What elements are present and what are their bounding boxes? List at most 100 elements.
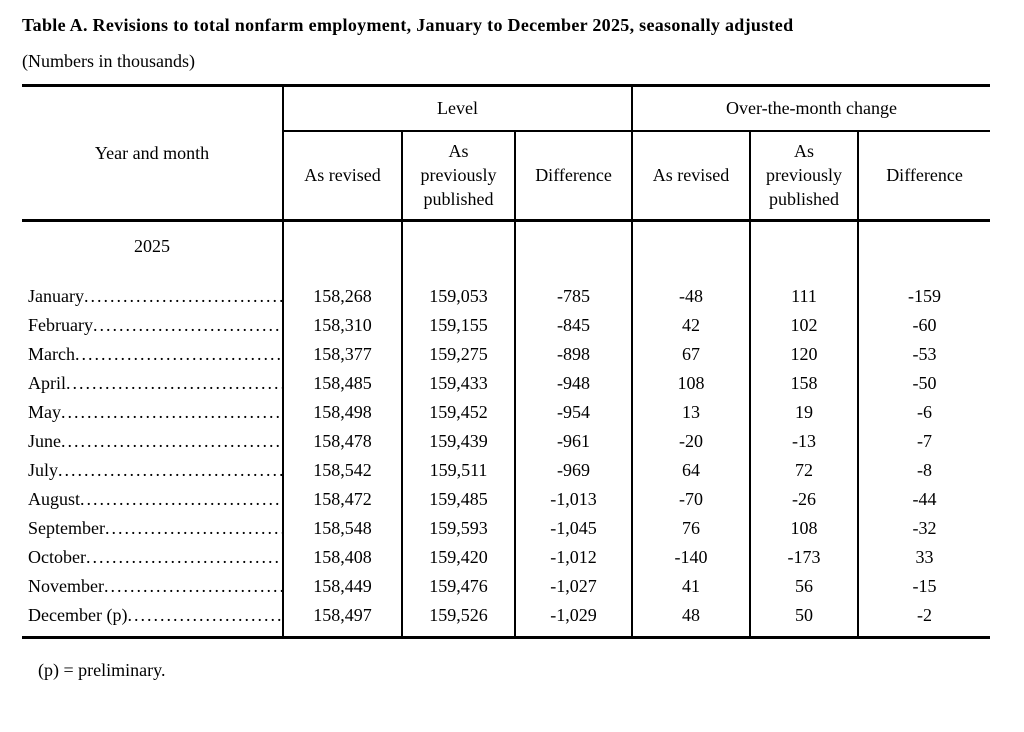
dot-leader: [58, 460, 282, 481]
spacer-row: [22, 629, 990, 638]
cell-otm-as-previously-published: 50: [750, 600, 859, 630]
cell-level-as-revised: 158,497: [283, 600, 403, 630]
dot-leader: [84, 286, 282, 307]
cell-otm-as-revised: 108: [632, 368, 751, 398]
cell-level-as-previously-published: 159,420: [402, 542, 516, 572]
dot-leader: [93, 315, 282, 336]
month-label: February: [28, 314, 93, 335]
cell-otm-difference: -50: [912, 372, 937, 393]
month-label: June: [28, 430, 61, 451]
cell-otm-as-previously-published: 158: [750, 368, 859, 398]
table-row: December (p) 158,497 159,526 -1,029 48 5…: [22, 600, 990, 630]
cell-otm-difference: -53: [912, 343, 937, 364]
header-level-group: Level: [283, 85, 633, 132]
cell-otm-difference: -44: [912, 488, 937, 509]
table-title: Table A. Revisions to total nonfarm empl…: [22, 15, 794, 35]
cell-level-as-previously-published: 159,053: [402, 281, 516, 311]
cell-otm-as-previously-published: -173: [750, 542, 859, 572]
cell-otm-difference: 33: [915, 546, 934, 567]
header-otm-change-group: Over-the-month change: [632, 85, 990, 132]
cell-level-as-previously-published: 159,593: [402, 513, 516, 543]
document-page: Table A. Revisions to total nonfarm empl…: [0, 0, 1024, 681]
table-row: August 158,472 159,485 -1,013 -70 -26 -4…: [22, 484, 990, 514]
cell-level-as-revised: 158,377: [283, 339, 403, 369]
table-units-note: (Numbers in thousands): [22, 51, 195, 71]
cell-level-as-revised: 158,498: [283, 397, 403, 427]
table-row: July 158,542 159,511 -969 64 72 -8: [22, 455, 990, 485]
cell-otm-as-previously-published: -13: [750, 426, 859, 456]
dot-leader: [61, 402, 282, 423]
table-row: June 158,478 159,439 -961 -20 -13 -7: [22, 426, 990, 456]
table-row: November 158,449 159,476 -1,027 41 56 -1…: [22, 571, 990, 601]
cell-level-as-revised: 158,268: [283, 281, 403, 311]
cell-level-as-previously-published: 159,511: [402, 455, 516, 485]
month-label: July: [28, 459, 59, 480]
month-label: April: [28, 372, 66, 393]
dot-leader: [104, 576, 282, 597]
spacer-row: [22, 270, 990, 282]
cell-otm-as-revised: -140: [632, 542, 751, 572]
cell-otm-as-revised: 48: [632, 600, 751, 630]
year-row: 2025: [22, 220, 990, 271]
header-group-row: Year and month Level Over-the-month chan…: [22, 85, 990, 222]
dot-leader: [66, 373, 282, 394]
cell-level-difference: -954: [515, 397, 633, 427]
month-label: September: [28, 517, 105, 538]
table-row: January 158,268 159,053 -785 -48 111 -15…: [22, 281, 990, 311]
cell-level-difference: -1,045: [515, 513, 633, 543]
cell-otm-as-revised: 67: [632, 339, 751, 369]
dot-leader: [127, 605, 282, 626]
cell-level-difference: -1,012: [515, 542, 633, 572]
cell-otm-difference: -8: [917, 459, 932, 480]
cell-otm-as-previously-published: 102: [750, 310, 859, 340]
cell-level-as-previously-published: 159,485: [402, 484, 516, 514]
table-row: March 158,377 159,275 -898 67 120 -53: [22, 339, 990, 369]
cell-otm-as-previously-published: 72: [750, 455, 859, 485]
cell-otm-difference: -60: [912, 314, 937, 335]
cell-otm-as-previously-published: 120: [750, 339, 859, 369]
month-label: November: [28, 575, 104, 596]
cell-level-difference: -1,029: [515, 600, 633, 630]
cell-level-difference: -961: [515, 426, 633, 456]
cell-otm-difference: -15: [912, 575, 937, 596]
cell-level-as-revised: 158,548: [283, 513, 403, 543]
dot-leader: [86, 547, 282, 568]
header-level-as-previously-published: As previously published: [402, 130, 516, 222]
dot-leader: [80, 489, 282, 510]
dot-leader: [61, 431, 282, 452]
cell-level-as-revised: 158,472: [283, 484, 403, 514]
cell-otm-as-previously-published: -26: [750, 484, 859, 514]
cell-level-as-previously-published: 159,439: [402, 426, 516, 456]
header-otm-difference: Difference: [858, 130, 990, 222]
year-label: 2025: [22, 220, 284, 271]
table-row: May 158,498 159,452 -954 13 19 -6: [22, 397, 990, 427]
cell-level-as-previously-published: 159,155: [402, 310, 516, 340]
cell-otm-difference: -32: [912, 517, 937, 538]
cell-otm-as-previously-published: 111: [750, 281, 859, 311]
cell-otm-as-revised: -70: [632, 484, 751, 514]
cell-level-difference: -785: [515, 281, 633, 311]
table-row: October 158,408 159,420 -1,012 -140 -173…: [22, 542, 990, 572]
cell-level-difference: -948: [515, 368, 633, 398]
dot-leader: [75, 344, 282, 365]
cell-otm-as-previously-published: 56: [750, 571, 859, 601]
table-row: September 158,548 159,593 -1,045 76 108 …: [22, 513, 990, 543]
cell-otm-as-previously-published: 108: [750, 513, 859, 543]
dot-leader: [105, 518, 282, 539]
cell-level-difference: -898: [515, 339, 633, 369]
cell-otm-as-revised: -20: [632, 426, 751, 456]
header-otm-as-previously-published: As previously published: [750, 130, 859, 222]
cell-otm-as-revised: 13: [632, 397, 751, 427]
cell-level-as-revised: 158,485: [283, 368, 403, 398]
cell-level-as-revised: 158,478: [283, 426, 403, 456]
header-year-and-month: Year and month: [22, 85, 284, 222]
month-label: March: [28, 343, 75, 364]
month-label: October: [28, 546, 86, 567]
cell-level-as-revised: 158,408: [283, 542, 403, 572]
cell-otm-as-previously-published: 19: [750, 397, 859, 427]
month-label: May: [28, 401, 61, 422]
cell-level-as-revised: 158,310: [283, 310, 403, 340]
month-label: January: [28, 285, 84, 306]
table-row: February 158,310 159,155 -845 42 102 -60: [22, 310, 990, 340]
cell-otm-difference: -6: [917, 401, 932, 422]
